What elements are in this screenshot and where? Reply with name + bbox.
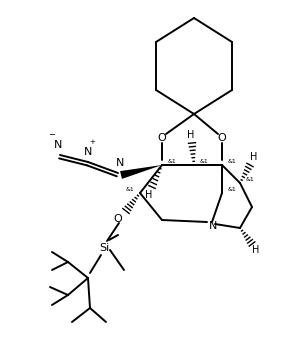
Text: N: N <box>116 158 124 168</box>
Text: &1: &1 <box>168 159 176 164</box>
Text: &1: &1 <box>228 159 236 164</box>
Text: N: N <box>209 221 217 231</box>
Text: O: O <box>158 133 166 143</box>
Text: +: + <box>89 139 95 145</box>
Text: &1: &1 <box>246 176 254 182</box>
Text: N: N <box>84 147 92 157</box>
Polygon shape <box>120 165 162 179</box>
Text: H: H <box>250 152 258 162</box>
Text: H: H <box>145 190 153 200</box>
Text: O: O <box>218 133 226 143</box>
Text: &1: &1 <box>200 159 209 164</box>
Text: H: H <box>252 245 260 255</box>
Text: &1: &1 <box>126 187 134 192</box>
Text: H: H <box>187 130 195 140</box>
Text: Si: Si <box>99 243 109 253</box>
Text: −: − <box>48 131 56 140</box>
Text: O: O <box>114 214 122 224</box>
Text: &1: &1 <box>228 187 236 192</box>
Text: N: N <box>54 140 62 150</box>
